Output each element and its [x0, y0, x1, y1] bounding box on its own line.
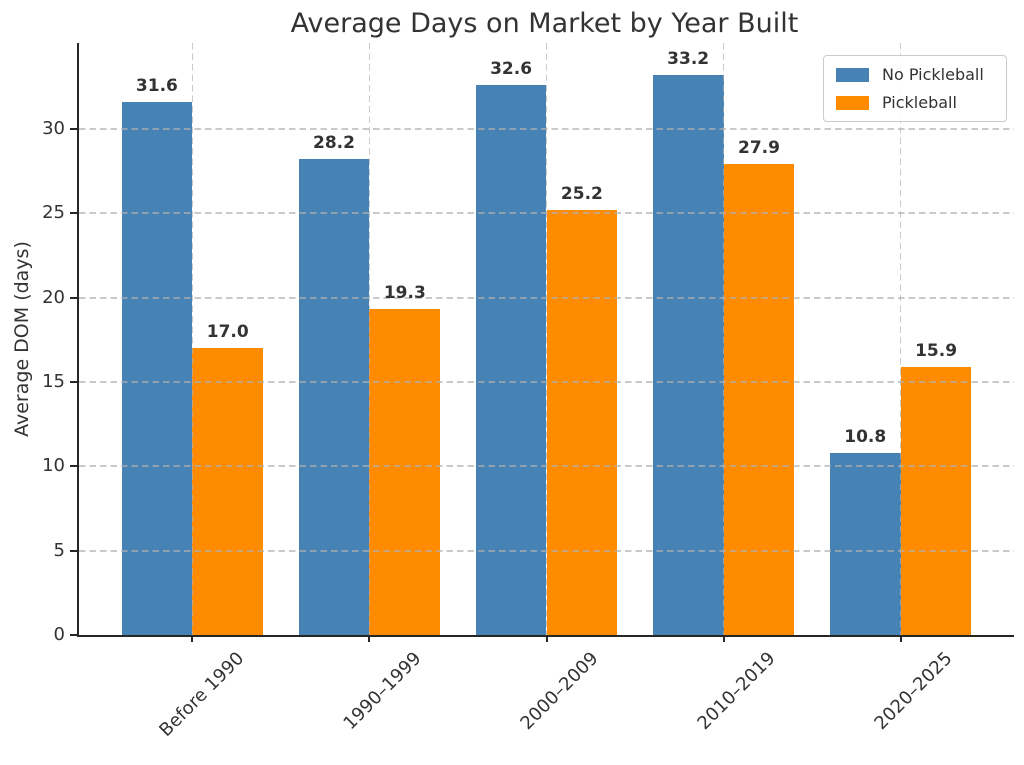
y-tick-label: 25: [42, 202, 65, 224]
y-tick-label: 0: [53, 624, 65, 645]
x-tick-mark: [899, 635, 902, 642]
x-tick-mark: [368, 635, 371, 642]
y-tick-mark: [70, 296, 77, 299]
x-tick-label: 2010–2019: [693, 648, 780, 735]
y-tick-label: 5: [53, 539, 65, 561]
bar-no-pickleball: [298, 159, 370, 635]
legend-swatch-pickleball: [836, 95, 869, 110]
gridline-vertical: [368, 43, 371, 635]
y-tick-label: 30: [42, 118, 65, 140]
bar-pickleball: [900, 366, 972, 635]
bar-no-pickleball: [829, 452, 901, 635]
bar-value-label: 17.0: [206, 322, 249, 343]
x-tick-mark: [545, 635, 548, 642]
gridline-vertical: [722, 43, 725, 635]
bar-value-label: 31.6: [135, 76, 178, 97]
bar-value-label: 32.6: [490, 59, 533, 80]
legend-item-pickleball: Pickleball: [836, 93, 994, 112]
x-tick-label: 2000–2009: [516, 648, 603, 735]
gridline-vertical: [191, 43, 194, 635]
bar-pickleball: [192, 348, 264, 635]
gridline-vertical: [545, 43, 548, 635]
y-axis-label: Average DOM (days): [11, 241, 33, 437]
bar-value-label: 19.3: [383, 283, 426, 304]
legend-label-pickleball: Pickleball: [882, 93, 957, 112]
y-tick-label: 20: [42, 286, 65, 308]
x-tick-mark: [191, 635, 194, 642]
y-tick-mark: [70, 549, 77, 552]
y-tick-mark: [70, 634, 77, 636]
legend-swatch-no-pickleball: [836, 67, 869, 82]
legend-label-no-pickleball: No Pickleball: [882, 65, 984, 84]
plot-area: 0 5 10 15 20 25 30 Before 1990 1990–1999 2000–200…: [42, 43, 1014, 741]
bar-no-pickleball: [475, 85, 547, 635]
bar-value-label: 27.9: [738, 138, 780, 159]
bar-value-label: 25.2: [560, 183, 603, 204]
x-tick-label: 1990–1999: [339, 648, 426, 735]
y-tick-label: 15: [42, 371, 65, 392]
bar-no-pickleball: [121, 102, 193, 635]
y-tick-mark: [70, 381, 77, 383]
legend: No Pickleball Pickleball: [823, 55, 1007, 122]
bar-value-label: 10.8: [844, 426, 887, 447]
bar-value-label: 28.2: [313, 133, 355, 154]
legend-item-no-pickleball: No Pickleball: [836, 65, 994, 84]
y-tick-mark: [70, 465, 77, 468]
chart-title: Average Days on Market by Year Built: [290, 8, 799, 39]
bar-pickleball: [546, 209, 618, 635]
y-tick-mark: [70, 212, 77, 215]
y-tick-mark: [70, 128, 77, 131]
y-tick-label: 10: [42, 455, 65, 477]
bar-no-pickleball: [652, 75, 724, 635]
x-tick-mark: [722, 635, 725, 642]
bar-value-label: 33.2: [667, 49, 710, 70]
gridline-vertical: [899, 43, 902, 635]
bar-pickleball: [723, 164, 795, 635]
x-tick-label: Before 1990: [155, 648, 249, 741]
x-tick-label: 2020–2025: [870, 648, 957, 735]
bar-value-label: 15.9: [915, 340, 958, 361]
bar-pickleball: [369, 309, 441, 635]
